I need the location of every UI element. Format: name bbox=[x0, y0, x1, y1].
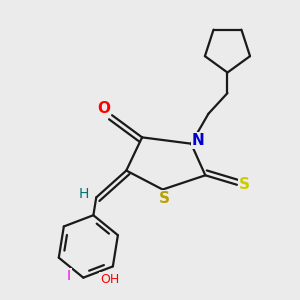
Text: I: I bbox=[67, 269, 71, 283]
Text: OH: OH bbox=[100, 273, 119, 286]
Text: H: H bbox=[78, 187, 89, 201]
Text: O: O bbox=[98, 101, 111, 116]
Text: N: N bbox=[192, 133, 204, 148]
Text: S: S bbox=[159, 191, 170, 206]
Text: S: S bbox=[238, 177, 249, 192]
